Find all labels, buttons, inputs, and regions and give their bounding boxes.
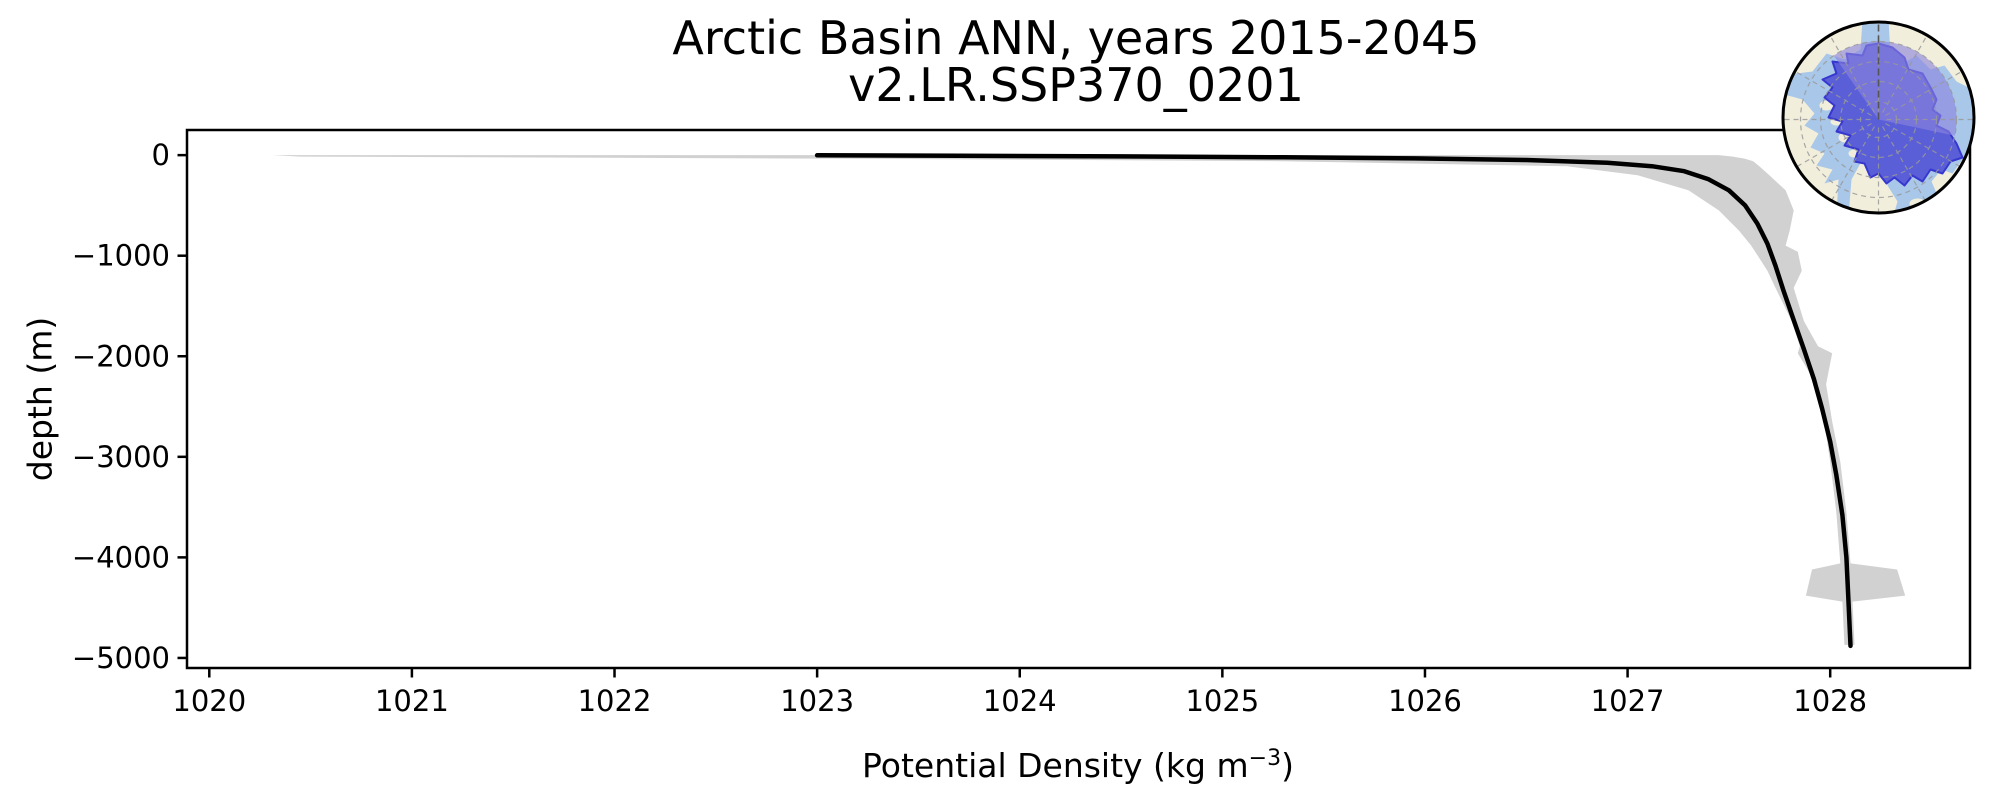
map-basin-sector-overlay [1833, 41, 1957, 136]
chart-subtitle: v2.LR.SSP370_0201 [848, 58, 1304, 112]
inset-map-contents [1783, 22, 1974, 213]
axes-spines [185, 128, 1972, 670]
x-tick-label-1025: 1025 [1185, 684, 1259, 718]
y-tick-label-−1000: −1000 [72, 239, 170, 273]
arctic-inset-map [1781, 20, 1976, 215]
map-meridian-line [1830, 126, 1876, 203]
map-circle-border [1781, 20, 1976, 215]
x-axis-label-superscript: −3 [1248, 746, 1282, 771]
x-tick-label-1023: 1023 [780, 684, 854, 718]
x-tick-label-1021: 1021 [375, 684, 449, 718]
axis-ticks: 1020 1021 1022 1023 1024 1025 1026 1027 1028 0 −10… [72, 138, 1867, 718]
x-tick-label-1028: 1028 [1793, 684, 1867, 718]
y-tick-label-−4000: −4000 [72, 540, 170, 574]
x-axis-label-text: Potential Density (kg m [862, 746, 1249, 785]
x-tick-label-1027: 1027 [1591, 684, 1665, 718]
y-tick-label-−2000: −2000 [72, 339, 170, 373]
x-tick-label-1026: 1026 [1388, 684, 1462, 718]
y-tick-label-−5000: −5000 [72, 641, 170, 675]
density-spread-shading [272, 155, 1906, 645]
density-spread-polygon [272, 155, 1906, 645]
mean-profile-polyline [814, 153, 1853, 649]
map-meridian-line [1830, 36, 1876, 113]
map-graticule [1783, 24, 1974, 213]
map-meridian-line [1795, 122, 1872, 168]
y-tick-label-−3000: −3000 [72, 440, 170, 474]
map-meridian-line [1795, 71, 1872, 117]
map-meridian-line [1885, 122, 1962, 168]
y-tick-label-0: 0 [152, 138, 170, 172]
x-tick-label-1024: 1024 [983, 684, 1057, 718]
map-meridian-line [1881, 126, 1927, 203]
x-tick-label-1020: 1020 [172, 684, 246, 718]
x-axis-label-close: ) [1281, 746, 1294, 785]
map-meridian-line [1885, 71, 1962, 117]
map-meridian-line [1881, 36, 1927, 113]
x-axis-label: Potential Density (kg m−3) [862, 746, 1294, 785]
chart-title: Arctic Basin ANN, years 2015-2045 [672, 11, 1480, 65]
map-latitude-circle [1799, 40, 1958, 199]
x-tick-label-1022: 1022 [578, 684, 652, 718]
axes-frame [185, 128, 1972, 670]
density-profile-line [814, 153, 1853, 649]
